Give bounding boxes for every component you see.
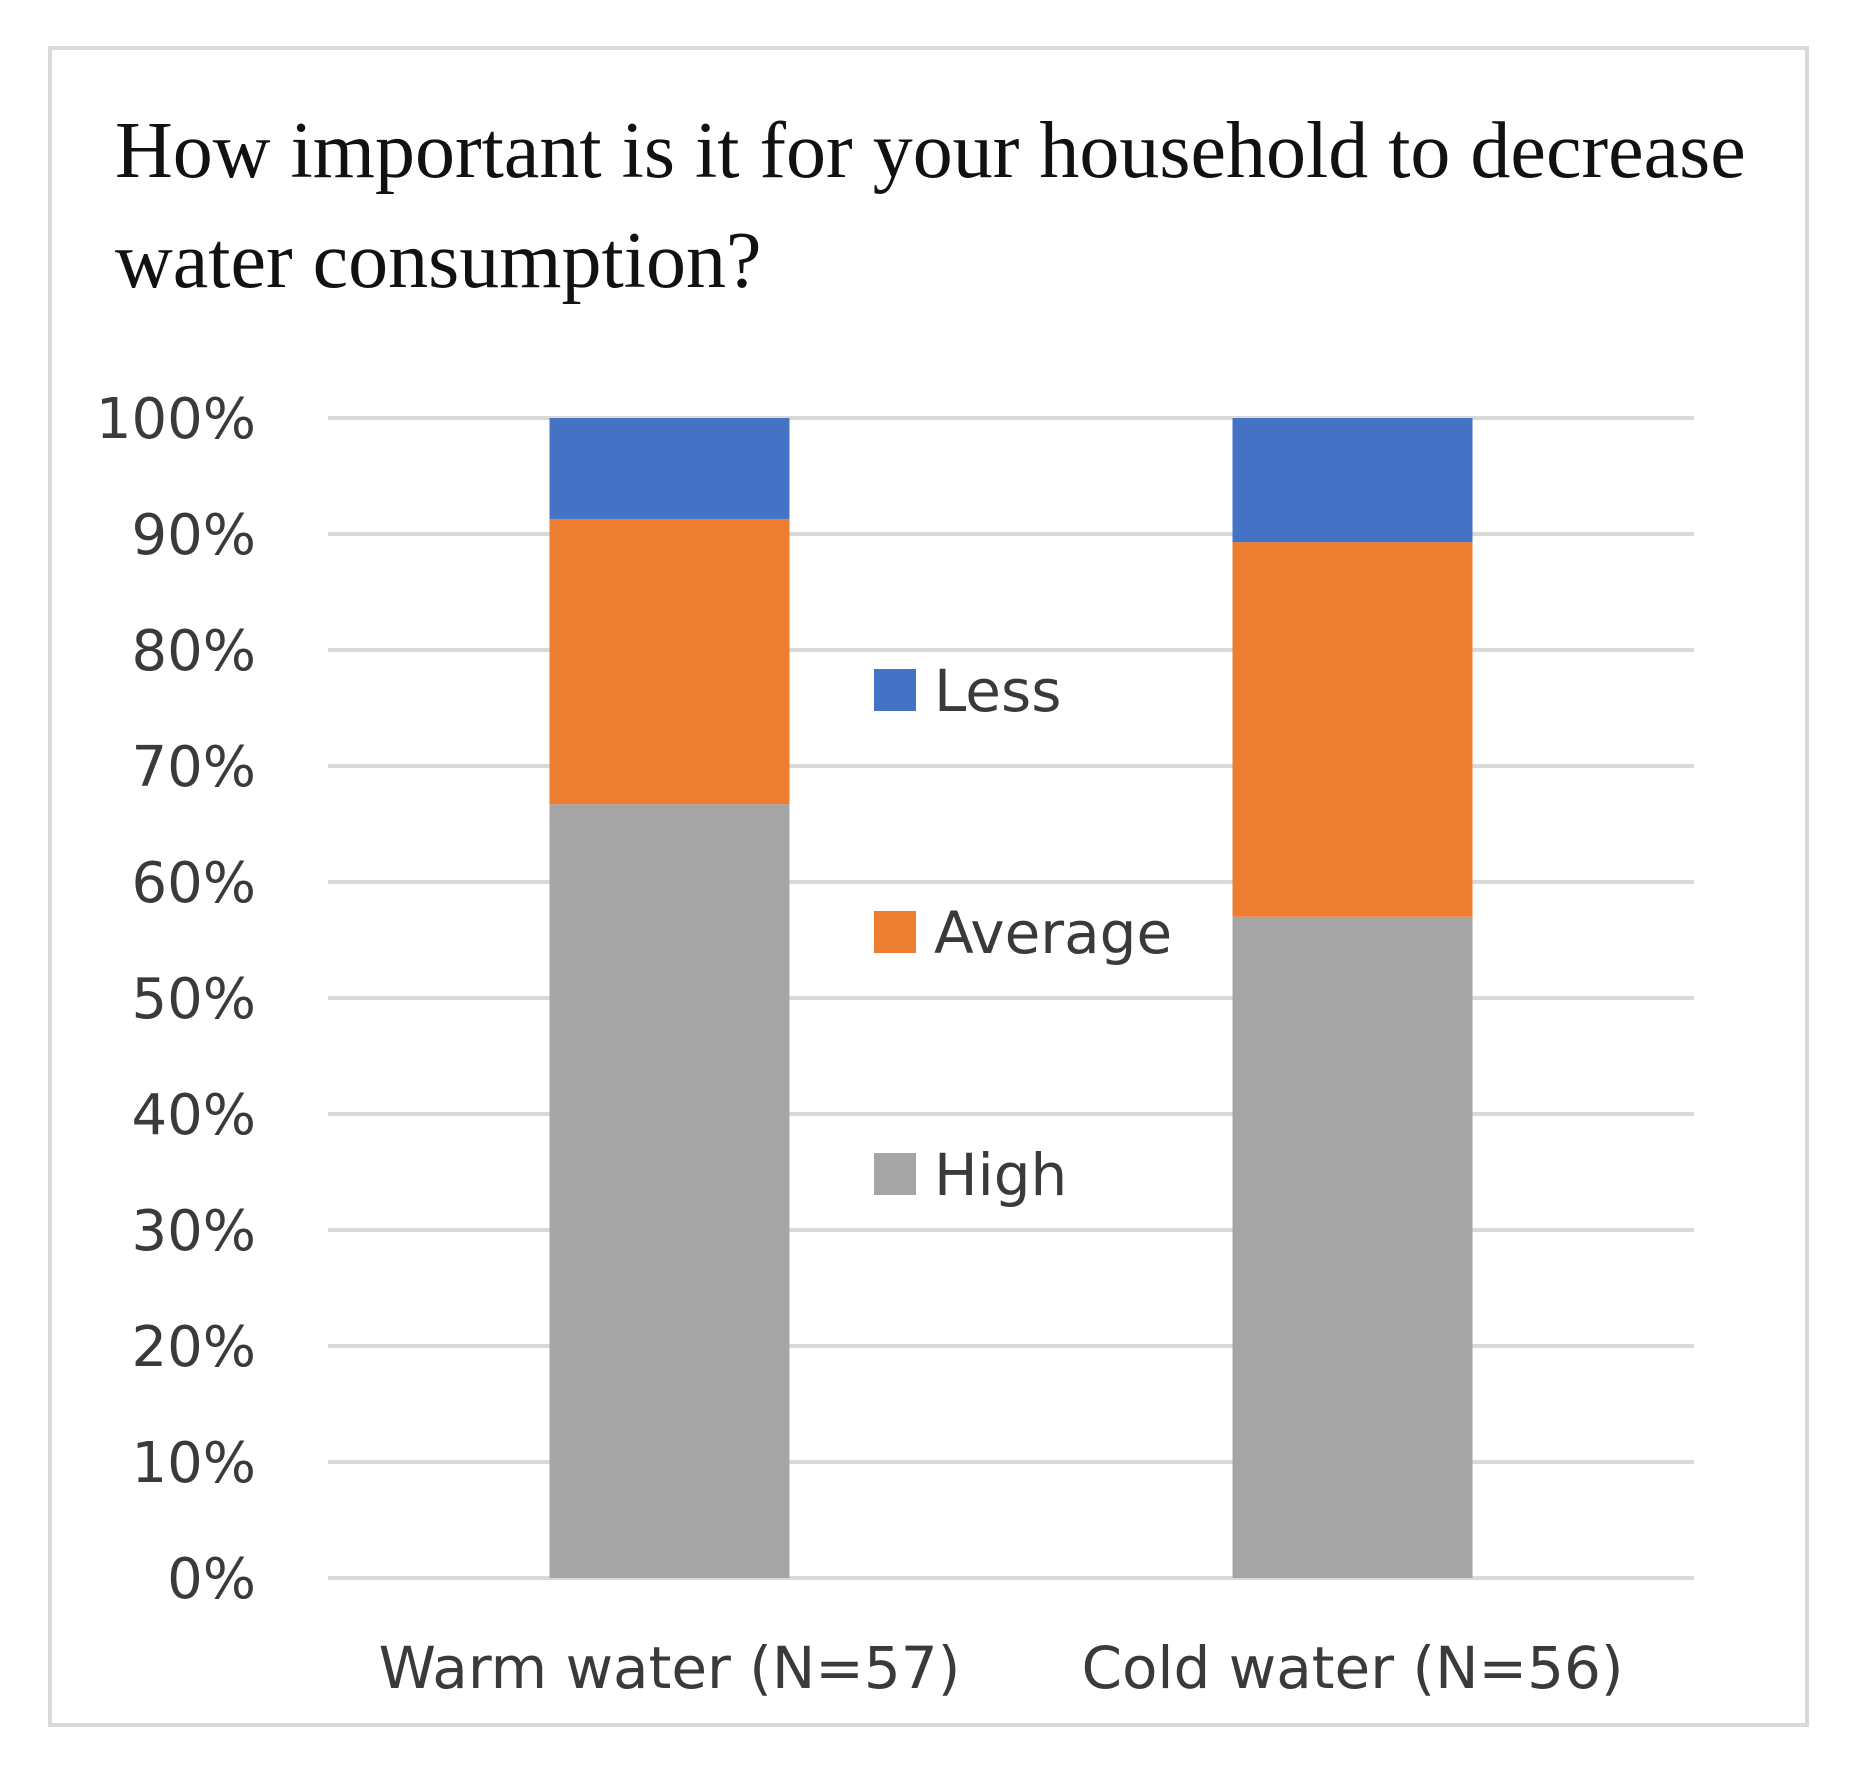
y-tick-label: 60% (132, 851, 256, 916)
y-tick-label: 20% (132, 1315, 256, 1380)
bar-segment-high (549, 804, 790, 1578)
legend-label-high: High (934, 1141, 1067, 1209)
legend-swatch-high (874, 1153, 916, 1195)
y-tick-label: 70% (132, 735, 256, 800)
legend-label-average: Average (934, 899, 1172, 967)
y-tick-label: 80% (132, 619, 256, 684)
gridlines (328, 416, 1694, 1580)
legend-label-less: Less (934, 657, 1061, 725)
legend-swatch-average (874, 911, 916, 953)
y-tick-label: 50% (132, 967, 256, 1032)
legend-swatch-less (874, 669, 916, 711)
y-tick-label: 10% (132, 1431, 256, 1496)
y-axis-ticks: 0% 10% 20% 30% 40% 50% 60% 70% 80% 90% 100% (96, 387, 256, 1612)
x-category-label: Warm water (N=57) (379, 1634, 961, 1702)
y-tick-label: 40% (132, 1083, 256, 1148)
legend: Less Average High (874, 657, 1172, 1209)
x-axis-categories: Warm water (N=57) Cold water (N=56) (379, 1634, 1624, 1702)
chart-frame (48, 46, 1809, 1727)
bar-segment-less (549, 418, 790, 519)
y-tick-label: 0% (167, 1547, 256, 1612)
bar-segment-average (1232, 542, 1473, 917)
chart-title: How important is it for your household t… (115, 107, 1746, 305)
bar-segment-high (1232, 916, 1473, 1578)
bars (549, 418, 1473, 1578)
y-tick-label: 100% (96, 387, 256, 452)
y-tick-label: 30% (132, 1199, 256, 1264)
x-category-label: Cold water (N=56) (1081, 1634, 1623, 1702)
bar-segment-less (1232, 418, 1473, 543)
bar-segment-average (549, 518, 790, 805)
y-tick-label: 90% (132, 503, 256, 568)
